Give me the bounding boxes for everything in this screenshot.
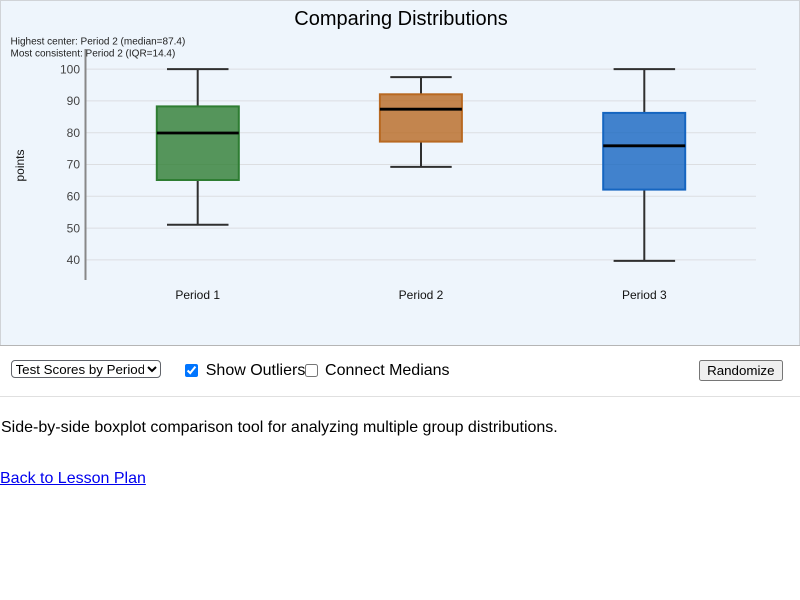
svg-text:Period 3: Period 3 — [622, 288, 667, 302]
svg-text:Period 1: Period 1 — [175, 288, 220, 302]
svg-text:Most consistent: Period 2 (IQR: Most consistent: Period 2 (IQR=14.4) — [11, 48, 176, 59]
svg-text:70: 70 — [67, 158, 81, 172]
svg-text:40: 40 — [67, 253, 81, 267]
svg-text:60: 60 — [67, 190, 81, 204]
svg-text:Period 2: Period 2 — [399, 288, 444, 302]
svg-text:50: 50 — [67, 221, 81, 235]
svg-text:points: points — [13, 149, 27, 181]
svg-text:Comparing Distributions: Comparing Distributions — [294, 8, 507, 30]
svg-text:90: 90 — [67, 94, 81, 108]
svg-text:Highest center: Period 2 (medi: Highest center: Period 2 (median=87.4) — [11, 37, 186, 48]
svg-text:100: 100 — [60, 62, 80, 76]
svg-text:80: 80 — [67, 126, 81, 140]
